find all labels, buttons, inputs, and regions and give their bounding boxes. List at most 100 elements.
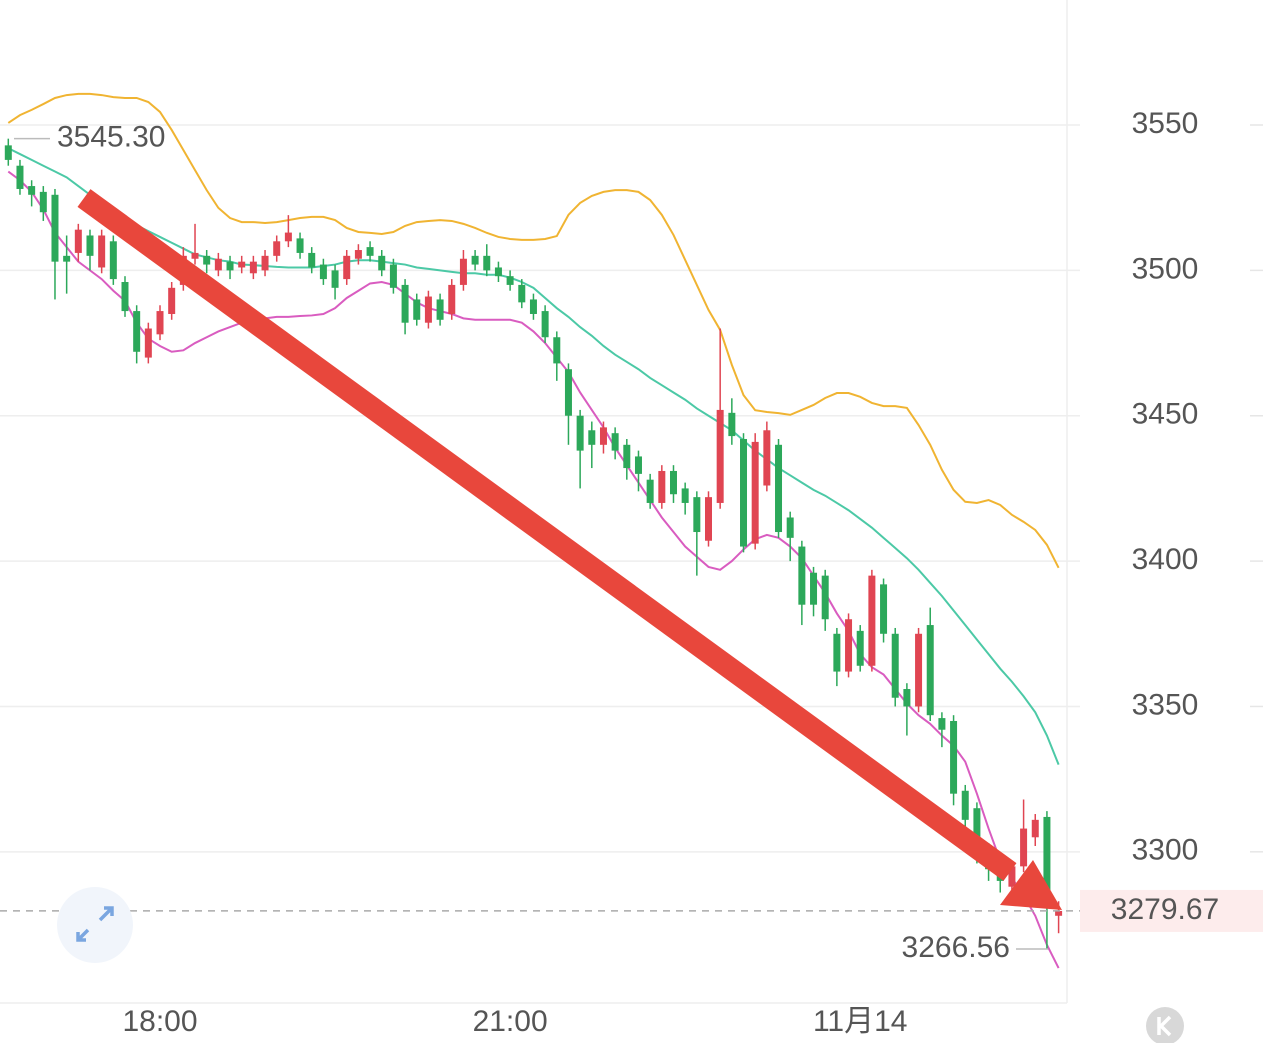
- candle-body: [553, 337, 561, 364]
- candle-body: [611, 433, 619, 451]
- candle-body: [669, 470, 677, 495]
- candle-body: [51, 194, 59, 262]
- candle-body: [786, 517, 794, 538]
- candle-body: [308, 252, 316, 268]
- candle-body: [821, 575, 829, 620]
- candle-body: [564, 369, 572, 416]
- candle-body: [98, 235, 106, 268]
- y-tick-label: 3400: [1132, 543, 1199, 576]
- candle-body: [950, 720, 958, 794]
- candle-body: [681, 488, 689, 503]
- candle-body: [319, 264, 327, 280]
- candle-body: [354, 250, 362, 259]
- x-tick-label: 21:00: [473, 1005, 548, 1038]
- candle-body: [728, 412, 736, 437]
- candle-body: [599, 427, 607, 445]
- candle-body: [273, 241, 281, 256]
- candle-body: [389, 264, 397, 288]
- candle-body: [494, 267, 502, 277]
- candle-body: [296, 238, 304, 253]
- candle-body: [646, 479, 654, 503]
- arrow-shaft: [77, 189, 1017, 881]
- last-price-label: 3279.67: [1111, 893, 1219, 926]
- x-tick-label: 11月14: [813, 1005, 908, 1038]
- candle-body: [658, 470, 666, 503]
- expand-icon[interactable]: [76, 906, 114, 942]
- candle-body: [121, 282, 129, 312]
- candle-body: [86, 235, 94, 256]
- candle-body: [459, 258, 467, 285]
- candle-body: [833, 633, 841, 672]
- y-tick-label: 3300: [1132, 834, 1199, 867]
- y-tick-label: 3450: [1132, 398, 1199, 431]
- candle-body: [133, 311, 141, 352]
- candle-body: [856, 630, 864, 666]
- candle-body: [693, 497, 701, 533]
- candle-body: [518, 284, 526, 303]
- candle-body: [448, 284, 456, 314]
- candle-body: [1031, 819, 1039, 838]
- high-label: 3545.30: [57, 121, 165, 154]
- candle-body: [238, 261, 246, 268]
- candle-body: [775, 444, 783, 533]
- candle-body: [413, 299, 421, 320]
- candle-body: [436, 299, 444, 320]
- candle-body: [623, 444, 631, 469]
- candle-body: [343, 255, 351, 280]
- k-circle[interactable]: [1146, 1007, 1184, 1043]
- candle-body: [938, 718, 946, 730]
- trend-arrow: [77, 189, 1062, 910]
- expand-circle[interactable]: [57, 887, 133, 963]
- candle-body: [1043, 816, 1051, 908]
- candle-body: [751, 441, 759, 544]
- candle-body: [845, 619, 853, 672]
- candle-body: [203, 255, 211, 265]
- candle-body: [168, 287, 176, 314]
- candle-body: [541, 311, 549, 338]
- candle-body: [1055, 910, 1063, 916]
- candle-body: [284, 232, 292, 242]
- candle-body: [868, 575, 876, 666]
- candle-body: [74, 229, 82, 253]
- candle-body: [144, 328, 152, 358]
- candle-body: [63, 255, 71, 262]
- candle-body: [331, 270, 339, 288]
- plot: 3300 3350 3400 3450 3500 3550 18:00 21:00 11月14 3…: [0, 92, 1263, 1038]
- candle-body: [763, 430, 771, 486]
- candle-body: [366, 247, 374, 256]
- x-tick-label: 18:00: [122, 1005, 197, 1038]
- k-button[interactable]: [1146, 1007, 1184, 1043]
- candle-body: [226, 261, 234, 271]
- candle-body: [483, 255, 491, 271]
- candle-body: [4, 145, 12, 160]
- candle-body: [109, 241, 117, 280]
- y-tick-label: 3350: [1132, 688, 1199, 721]
- candle-body: [880, 584, 888, 634]
- candle-body: [716, 409, 724, 503]
- candle-body: [401, 284, 409, 323]
- candle-body: [903, 689, 911, 707]
- candle-body: [1008, 866, 1016, 887]
- candle-body: [1020, 828, 1028, 867]
- candle-body: [214, 258, 222, 271]
- low-label: 3266.56: [902, 931, 1010, 964]
- candle-body: [973, 808, 981, 852]
- candle-body: [588, 430, 596, 445]
- candle-body: [634, 456, 642, 474]
- candle-body: [16, 165, 24, 189]
- candle-body: [740, 438, 748, 547]
- expand-button[interactable]: [57, 887, 133, 963]
- candle-body: [191, 252, 199, 259]
- candle-body: [529, 299, 537, 314]
- candle-body: [249, 261, 257, 274]
- candle-body: [39, 191, 47, 213]
- candle-body: [576, 415, 584, 451]
- last-price-box: [1080, 889, 1263, 932]
- band-line: [7, 92, 1060, 569]
- k-icon[interactable]: [1157, 1015, 1172, 1037]
- candle-body: [798, 546, 806, 605]
- candle-body: [261, 255, 269, 271]
- y-tick-label: 3550: [1132, 107, 1199, 140]
